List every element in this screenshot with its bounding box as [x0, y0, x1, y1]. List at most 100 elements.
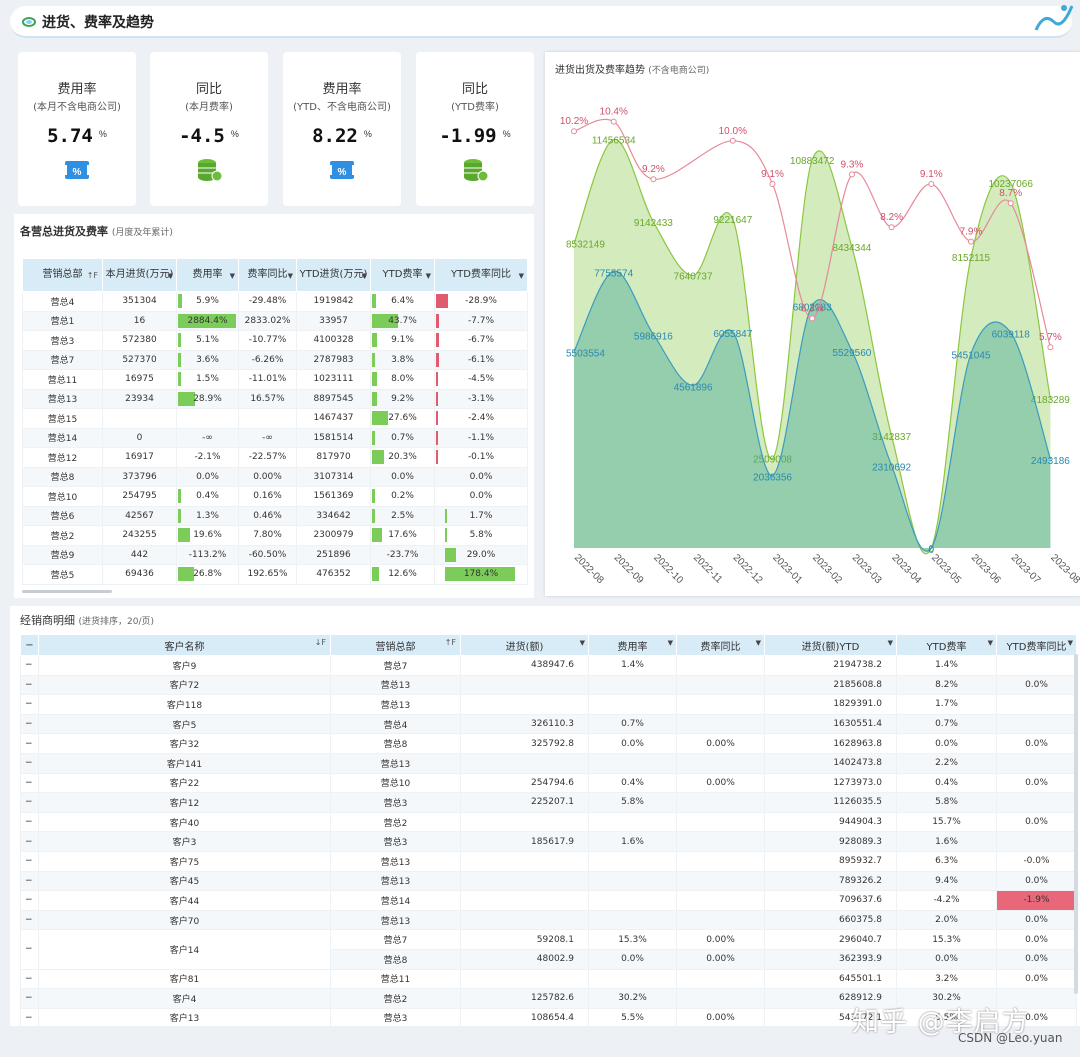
dept-row[interactable]: 营总11 16975 1.5% -11.01% 1023111 8.0% -4.5% — [22, 369, 528, 390]
col-header-purchase-ytd[interactable]: 进货(额)YTD ▼ — [764, 634, 897, 656]
dept-row[interactable]: 营总6 42567 1.3% 0.46% 334642 2.5% 1.7% — [22, 505, 528, 526]
dept-row[interactable]: 营总8 373796 0.0% 0.00% 3107314 0.0% 0.0% — [22, 466, 528, 487]
dealer-row[interactable]: − 客户13 营总3 108654.4 5.5% 0.00% 543272.1 5.5% 0.0… — [20, 1007, 1077, 1029]
dept-row[interactable]: 营总2 243255 19.6% 7.80% 2300979 17.6% 5.8% — [22, 525, 528, 546]
dept-row[interactable]: 营总1 16 2884.4% 2833.02% 33957 43.7% -7.7% — [22, 310, 528, 331]
dealer-row[interactable]: − 客户22 营总10 254794.6 0.4% 0.00% 1273973.0 0.4% 0… — [20, 772, 1077, 794]
dropdown-icon[interactable]: ▼ — [667, 639, 673, 647]
col-header-dept[interactable]: 营销总部 ↑F — [22, 258, 103, 292]
dept-row[interactable]: 营总15 1467437 27.6% -2.4% — [22, 408, 528, 429]
dealer-row[interactable]: − 客户12 营总3 225207.1 5.8% 1126035.5 5.8% — [20, 792, 1077, 813]
collapse-icon[interactable]: − — [20, 752, 39, 774]
horizontal-scrollbar[interactable] — [22, 590, 112, 593]
dept-row[interactable]: 营总5 69436 26.8% 192.65% 476352 12.6% 178.4% — [22, 564, 528, 585]
collapse-icon[interactable]: − — [20, 850, 39, 872]
dealer-row[interactable]: 营总8 48002.9 0.0% 0.00% 362393.9 0.0% 0.0% — [21, 948, 1077, 970]
collapse-icon[interactable]: − — [20, 1007, 39, 1029]
dealer-row[interactable]: − 客户72 营总13 2185608.8 8.2% 0.0% — [20, 674, 1077, 696]
col-header-ytd-rate[interactable]: YTD费率 ▼ — [370, 258, 435, 292]
dealer-row[interactable]: − 客户75 营总13 895932.7 6.3% -0.0% — [20, 850, 1077, 872]
dropdown-icon[interactable]: ▼ — [229, 272, 235, 280]
dept-row[interactable]: 营总3 572380 5.1% -10.77% 4100328 9.1% -6.7% — [22, 330, 528, 351]
collapse-icon[interactable]: − — [20, 733, 39, 754]
col-header-purchase[interactable]: 进货(额) ▼ — [460, 634, 589, 656]
collapse-icon[interactable]: − — [20, 674, 39, 696]
dealer-cell — [460, 890, 589, 911]
col-header-rate-yoy[interactable]: 费率同比 ▼ — [676, 634, 765, 656]
dropdown-icon[interactable]: ▼ — [579, 639, 585, 647]
dept-row[interactable]: 营总9 442 -113.2% -60.50% 251896 -23.7% 29.0% — [22, 544, 528, 565]
dealer-row[interactable]: − 客户40 营总2 944904.3 15.7% 0.0% — [20, 811, 1077, 833]
dealer-row[interactable]: − 客户81 营总11 645501.1 3.2% 0.0% — [20, 968, 1077, 990]
col-header-ytd-rate[interactable]: YTD费率 ▼ — [896, 634, 997, 656]
sort-icon[interactable]: ↓F — [314, 638, 326, 647]
dealer-row[interactable]: − 客户14 营总7 59208.1 15.3% 0.00% 296040.7 15.3% 0.… — [20, 929, 1077, 970]
dealer-row[interactable]: − 客户32 营总8 325792.8 0.0% 0.00% 1628963.8 0.0% 0.… — [20, 733, 1077, 754]
dropdown-icon[interactable]: ▼ — [887, 639, 893, 647]
collapse-icon[interactable]: − — [20, 890, 39, 911]
collapse-icon[interactable]: − — [20, 792, 39, 813]
collapse-icon[interactable]: − — [20, 831, 39, 852]
dealer-row[interactable]: − 客户9 营总7 438947.6 1.4% 2194738.2 1.4% — [20, 655, 1077, 676]
col-header-rate-yoy[interactable]: 费率同比 ▼ — [238, 258, 297, 292]
collapse-icon[interactable]: − — [20, 772, 39, 794]
dept-row[interactable]: 营总4 351304 5.9% -29.48% 1919842 6.4% -28.9% — [22, 291, 528, 312]
col-header-rate[interactable]: 费用率 ▼ — [588, 634, 677, 656]
collapse-icon[interactable]: − — [20, 713, 39, 735]
sort-icon[interactable]: ↑F — [444, 638, 456, 647]
series-area-1 — [574, 271, 1051, 552]
collapse-icon[interactable]: − — [20, 655, 39, 676]
col-header-dept[interactable]: 营销总部 ↑F — [330, 634, 461, 656]
collapse-icon[interactable]: − — [20, 988, 39, 1009]
collapse-icon[interactable]: − — [20, 870, 39, 892]
dept-cell: 17.6% — [370, 525, 435, 546]
expand-all-cell[interactable]: − — [20, 634, 39, 656]
col-header-ytd-rate-yoy[interactable]: YTD费率同比 ▼ — [996, 634, 1077, 656]
dropdown-icon[interactable]: ▼ — [1067, 639, 1073, 647]
vertical-scrollbar[interactable] — [1074, 654, 1078, 994]
dealer-cell — [996, 792, 1077, 813]
collapse-icon[interactable]: − — [20, 929, 39, 970]
dept-row[interactable]: 营总12 16917 -2.1% -22.57% 817970 20.3% -0.1% — [22, 447, 528, 468]
dealer-row[interactable]: − 客户3 营总3 185617.9 1.6% 928089.3 1.6% — [20, 831, 1077, 852]
kpi-card-month-rate: 费用率 (本月不含电商公司) 5.74% % — [18, 52, 136, 206]
dept-cell: 5.1% — [176, 330, 239, 351]
col-header-ytd-rate-yoy[interactable]: YTD费率同比 ▼ — [434, 258, 528, 292]
dropdown-icon[interactable]: ▼ — [425, 272, 431, 280]
col-header-customer[interactable]: 客户名称 ↓F — [38, 634, 331, 656]
dealer-row[interactable]: − 客户118 营总13 1829391.0 1.7% — [20, 694, 1077, 715]
dropdown-icon[interactable]: ▼ — [518, 272, 524, 280]
dealer-row[interactable]: − 客户70 营总13 660375.8 2.0% 0.0% — [20, 909, 1077, 931]
collapse-icon[interactable]: − — [20, 909, 39, 931]
col-header-month-purchase[interactable]: 本月进货(万元) ▼ — [102, 258, 177, 292]
col-header-ytd-purchase[interactable]: YTD进货(万元) ▼ — [296, 258, 371, 292]
collapse-icon[interactable]: − — [20, 968, 39, 990]
collapse-icon[interactable]: − — [20, 694, 39, 715]
dept-cell — [102, 408, 177, 429]
dealer-cell — [460, 909, 589, 931]
dropdown-icon[interactable]: ▼ — [755, 639, 761, 647]
sort-icon[interactable]: ↑F — [86, 271, 98, 280]
dept-cell: 251896 — [296, 544, 371, 565]
dropdown-icon[interactable]: ▼ — [167, 272, 173, 280]
dropdown-icon[interactable]: ▼ — [987, 639, 993, 647]
dealer-row[interactable]: − 客户4 营总2 125782.6 30.2% 628912.9 30.2% — [20, 988, 1077, 1009]
dealer-row[interactable]: − 客户5 营总4 326110.3 0.7% 1630551.4 0.7% — [20, 713, 1077, 735]
dept-cell: 0.4% — [176, 486, 239, 507]
dept-row[interactable]: 营总14 0 -∞ -∞ 1581514 0.7% -1.1% — [22, 427, 528, 448]
dept-row[interactable]: 营总10 254795 0.4% 0.16% 1561369 0.2% 0.0% — [22, 486, 528, 507]
dropdown-icon[interactable]: ▼ — [287, 272, 293, 280]
dealer-cell — [996, 713, 1077, 735]
dealer-row[interactable]: − 客户141 营总13 1402473.8 2.2% — [20, 752, 1077, 774]
col-header-rate[interactable]: 费用率 ▼ — [176, 258, 239, 292]
dealer-row[interactable]: − 客户45 营总13 789326.2 9.4% 0.0% — [20, 870, 1077, 892]
dept-row[interactable]: 营总7 527370 3.6% -6.26% 2787983 3.8% -6.1% — [22, 349, 528, 370]
dept-cell: 334642 — [296, 505, 371, 526]
dropdown-icon[interactable]: ▼ — [361, 272, 367, 280]
dept-cell: -1.1% — [434, 427, 528, 448]
dept-cell: 0.0% — [434, 466, 528, 487]
collapse-icon[interactable]: − — [20, 811, 39, 833]
dept-row[interactable]: 营总13 23934 28.9% 16.57% 8897545 9.2% -3.1% — [22, 388, 528, 409]
dealer-row[interactable]: − 客户44 营总14 709637.6 -4.2% -1.9% — [20, 890, 1077, 911]
data-label: 7755574 — [594, 268, 633, 279]
